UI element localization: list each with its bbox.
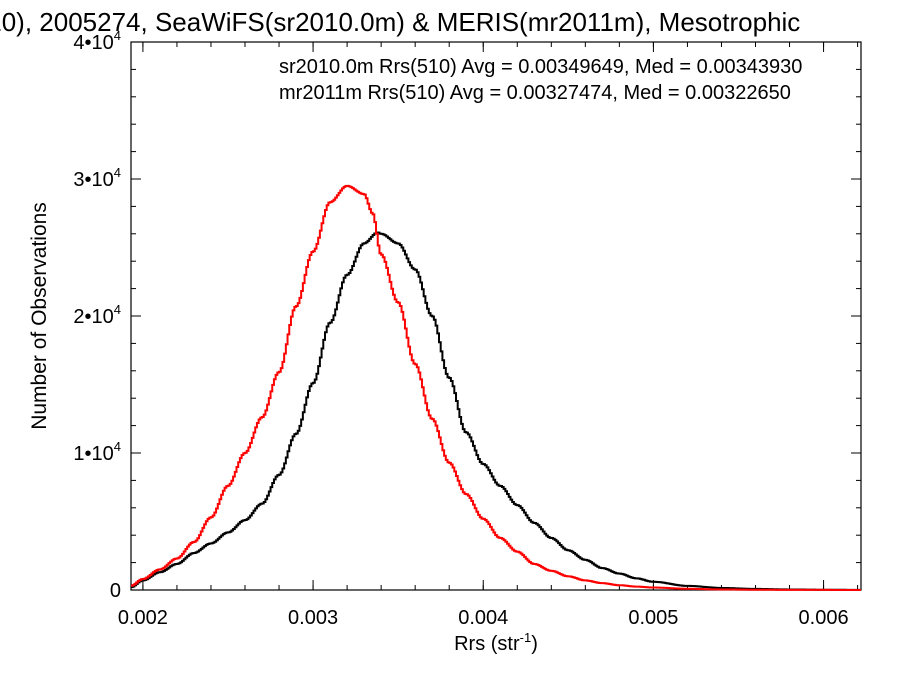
x-axis-label-main: Rrs (str — [454, 633, 520, 655]
y-tick-label: 0 — [110, 580, 121, 602]
x-tick-label: 0.002 — [118, 607, 168, 629]
y-tick-label: 2•104 — [73, 302, 121, 328]
x-axis-label: Rrs (str-1) — [454, 630, 538, 655]
x-tick-label: 0.003 — [288, 607, 338, 629]
x-tick-label: 0.004 — [458, 607, 508, 629]
series-line-mr2011m — [131, 184, 861, 591]
y-tick-mantissa: 2•10 — [73, 306, 113, 328]
series-layer — [131, 184, 861, 591]
y-tick-label: 3•104 — [73, 165, 121, 191]
x-tick-label: 0.005 — [628, 607, 678, 629]
y-tick-exponent: 4 — [114, 28, 121, 43]
y-tick-exponent: 4 — [114, 165, 121, 180]
y-tick-exponent: 4 — [114, 439, 121, 454]
y-tick-mantissa: 0 — [110, 580, 121, 602]
axis-ticks — [131, 41, 861, 591]
x-tick-label: 0.006 — [799, 607, 849, 629]
y-tick-label: 4•104 — [73, 28, 121, 54]
annotation-sr2010: sr2010.0m Rrs(510) Avg = 0.00349649, Med… — [279, 56, 802, 78]
x-axis-label-close: ) — [531, 633, 538, 655]
x-tick-labels: 0.002 0.003 0.004 0.005 0.006 — [118, 607, 849, 629]
plot-frame — [130, 41, 862, 591]
y-tick-mantissa: 1•10 — [73, 443, 113, 465]
y-tick-mantissa: 3•10 — [73, 169, 113, 191]
y-axis-label: Number of Observations — [28, 202, 51, 430]
annotation-mr2011: mr2011m Rrs(510) Avg = 0.00327474, Med =… — [279, 82, 791, 104]
y-tick-label: 1•104 — [73, 439, 121, 465]
chart-title: Rrs(510), 2005274, SeaWiFS(sr2010.0m) & … — [0, 7, 800, 37]
y-tick-mantissa: 4•10 — [73, 32, 113, 54]
series-line-sr2010-0m — [131, 231, 861, 591]
y-tick-exponent: 4 — [114, 302, 121, 317]
x-axis-label-superscript: -1 — [520, 630, 532, 645]
